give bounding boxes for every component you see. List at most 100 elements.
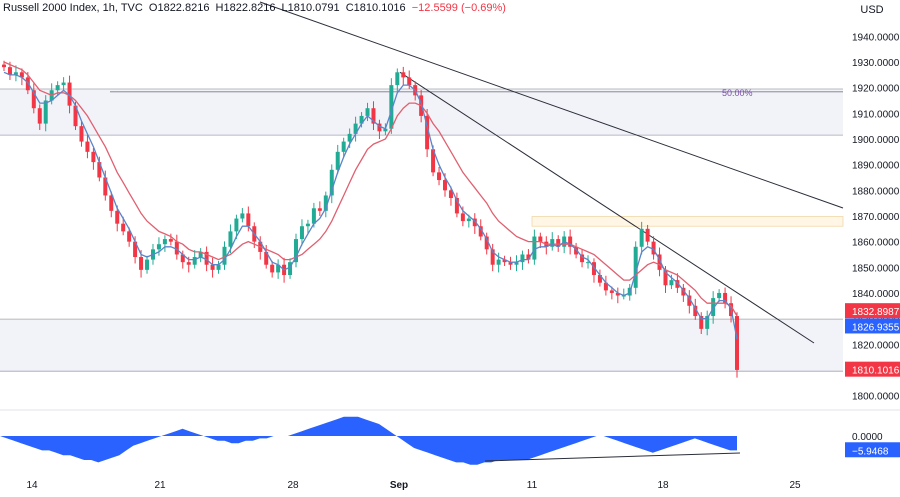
close-value: 1810.1016	[353, 2, 406, 14]
price-tick-label: 1850.0000	[852, 263, 900, 274]
time-tick-label: 18	[657, 480, 669, 491]
candle-body	[526, 254, 531, 260]
ema-fast-line	[3, 71, 738, 340]
candle-body	[550, 239, 555, 247]
candle-body	[460, 213, 465, 222]
price-tick-label: 1940.0000	[852, 32, 900, 43]
candle-body	[228, 231, 233, 247]
candle-body	[383, 128, 388, 132]
candle-body	[681, 287, 686, 296]
candle-body	[121, 223, 126, 232]
candle-body	[276, 264, 281, 273]
symbol-title: Russell 2000 Index, 1h, TVC	[3, 2, 143, 14]
candle-body	[615, 292, 620, 296]
candle-body	[264, 251, 269, 265]
candle-body	[353, 123, 358, 134]
high-value: 1822.8216	[223, 2, 276, 14]
candle-body	[210, 264, 215, 270]
candle-body	[168, 239, 173, 242]
price-tick-label: 1820.0000	[852, 340, 900, 351]
candle-body	[437, 172, 442, 181]
candle-body	[341, 141, 346, 152]
candle-body	[240, 213, 245, 219]
price-tag[interactable]	[845, 318, 900, 334]
candle-body	[31, 90, 36, 109]
price-tick-label: 1880.0000	[852, 186, 900, 197]
candle-body	[448, 190, 453, 199]
trendline-lower[interactable]	[399, 71, 815, 344]
candle-body	[472, 218, 477, 227]
candle-body	[133, 241, 138, 258]
candle-body	[359, 115, 364, 124]
candle-body	[222, 246, 227, 265]
candle-body	[186, 262, 191, 265]
time-tick-label: Sep	[390, 480, 408, 491]
candle-body	[514, 262, 519, 265]
candle-body	[568, 236, 573, 247]
candle-body	[13, 72, 18, 75]
candle-body	[454, 198, 459, 214]
candle-body	[234, 218, 239, 232]
candle-body	[705, 316, 710, 329]
candle-body	[127, 231, 132, 242]
currency-label[interactable]: USD	[860, 4, 884, 16]
ema-slow-line	[3, 61, 738, 317]
candle-body	[323, 195, 328, 211]
candle-body	[85, 141, 90, 152]
fib-50-label: 50.00%	[722, 88, 753, 98]
price-tick-label: 1860.0000	[852, 238, 900, 249]
candle-body	[520, 254, 525, 263]
price-tag[interactable]	[845, 303, 900, 319]
candle-body	[556, 239, 561, 247]
oscillator-tag[interactable]	[845, 442, 900, 458]
high-label: H	[215, 2, 224, 14]
candle-body	[180, 254, 185, 263]
time-tick-label: 14	[26, 480, 38, 491]
trendline-upper[interactable]	[259, 1, 844, 209]
candle-body	[431, 149, 436, 173]
candle-body	[711, 298, 716, 317]
candle-body	[484, 236, 489, 250]
candle-body	[538, 236, 543, 242]
price-tag-label: 1826.9355	[852, 322, 900, 333]
price-tag[interactable]	[845, 361, 900, 377]
time-tick-label: 21	[154, 480, 166, 491]
open-value: 1822.8216	[157, 2, 210, 14]
candle-body	[645, 228, 650, 242]
price-tick-label: 1870.0000	[852, 212, 900, 223]
candle-body	[299, 226, 304, 240]
candle-body	[73, 105, 78, 127]
price-tag-label: 1832.8987	[852, 307, 900, 318]
price-tick-label: 1910.0000	[852, 109, 900, 120]
oscillator-tick-label: 0.0000	[852, 432, 883, 443]
candle-body	[97, 162, 102, 178]
candle-body	[198, 251, 203, 258]
candle-body	[699, 316, 704, 329]
candle-body	[508, 262, 513, 265]
candle-body	[478, 226, 483, 237]
resistance-zone	[531, 216, 844, 227]
candle-body	[335, 151, 340, 170]
oscillator-trendline[interactable]	[484, 452, 741, 462]
lower-zone	[0, 319, 843, 372]
candle-body	[609, 290, 614, 293]
candle-body	[288, 262, 293, 275]
candle-body	[311, 208, 316, 224]
candle-body	[442, 180, 447, 191]
candle-body	[145, 259, 150, 270]
candle-body	[657, 254, 662, 270]
candle-body	[294, 239, 299, 263]
candle-body	[204, 251, 209, 265]
oscillator-tag-label: −5.9468	[852, 446, 889, 457]
candle-body	[139, 257, 144, 270]
candle-body	[371, 108, 376, 124]
symbol-legend[interactable]: Russell 2000 Index, 1h, TVC O1822.8216 H…	[3, 2, 509, 18]
oscillator-area	[0, 416, 737, 465]
candle-body	[389, 85, 394, 129]
change-value: −12.5599 (−0.69%)	[411, 2, 506, 14]
candle-body	[687, 295, 692, 306]
price-tick-label: 1920.0000	[852, 84, 900, 95]
candle-body	[305, 223, 310, 227]
candle-body	[401, 72, 406, 78]
